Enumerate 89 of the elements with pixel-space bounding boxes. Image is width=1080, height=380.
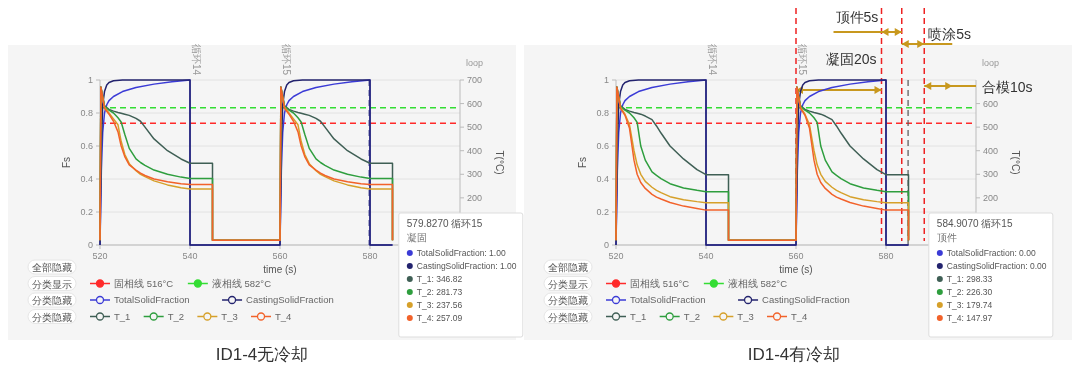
y-axis-title: Fs — [61, 156, 72, 169]
ref-line-label: 喷涂5s — [928, 26, 972, 42]
legend-label: T_2 — [167, 310, 185, 322]
y2-tick-label: 300 — [467, 169, 483, 180]
text: T_3: 237.56 — [416, 300, 463, 310]
y-axis-title: Fs — [577, 156, 588, 169]
legend-label: CastingSolidFraction — [762, 294, 850, 305]
x-tick-label: 560 — [788, 251, 804, 261]
y-tick-label: 0.2 — [596, 207, 609, 217]
legend-label: 固相线 516°C — [630, 277, 690, 289]
ref-line-label: 顶件5s — [835, 9, 879, 25]
x-tick-label: 540 — [182, 251, 198, 261]
y2-tick-label: 200 — [983, 192, 999, 203]
y-tick-label: 0.6 — [596, 141, 609, 151]
text: T_1: 346.82 — [416, 274, 463, 284]
legend-label: T_3 — [221, 310, 238, 322]
y2-tick-label: 300 — [983, 169, 999, 180]
text: CastingSolidFraction: 0.00 — [946, 261, 1047, 271]
text: 循环14 — [191, 44, 202, 76]
text: TotalSolidFraction: 0.00 — [946, 248, 1036, 258]
legend-label: 液相线 582°C — [211, 277, 272, 289]
y2-tick-label: 400 — [983, 145, 999, 156]
y-tick-label: 0 — [603, 240, 609, 250]
toggle-button: 全部隐藏 — [543, 259, 593, 275]
y2-tick-label: 600 — [983, 98, 999, 109]
y-tick-label: 1 — [87, 75, 93, 85]
legend-label: T_3 — [737, 310, 754, 322]
legend-label: T_1 — [114, 310, 131, 322]
text: 循环15 — [281, 44, 292, 76]
text: loop — [982, 58, 1000, 68]
legend-label: TotalSolidFraction — [114, 294, 190, 305]
legend-label: 固相线 516°C — [114, 277, 174, 289]
text: ID1-4有冷却 — [747, 345, 841, 364]
text: T_1: 298.33 — [946, 274, 993, 284]
text: T_3: 179.74 — [946, 300, 993, 310]
annotation: 584.9070 循环15 — [936, 218, 1013, 229]
annotation: 顶件 — [936, 232, 957, 243]
legend-label: TotalSolidFraction — [630, 294, 706, 305]
y-tick-label: 0.4 — [80, 174, 93, 184]
toggle-button: 全部隐藏 — [27, 259, 77, 275]
y2-tick-label: 200 — [467, 192, 483, 203]
toggle-button: 分类隐藏 — [27, 309, 77, 324]
x-tick-label: 520 — [92, 251, 108, 261]
y-tick-label: 0.4 — [596, 174, 609, 184]
x-tick-label: 520 — [608, 251, 624, 261]
y2-axis-title: T(°C) — [1010, 150, 1021, 175]
y2-tick-label: 600 — [467, 98, 483, 109]
annotation: 579.8270 循环15 — [406, 218, 483, 229]
y-tick-label: 0.2 — [80, 207, 93, 217]
toggle-button: 分类显示 — [543, 276, 593, 291]
text: loop — [466, 58, 484, 68]
legend-label: T_2 — [683, 310, 701, 322]
legend-label: T_1 — [630, 310, 647, 322]
legend-label: 液相线 582°C — [727, 277, 788, 289]
x-tick-label: 540 — [698, 251, 714, 261]
toggle-button: 分类隐藏 — [543, 309, 593, 324]
y2-tick-label: 500 — [983, 122, 999, 133]
toggle-button: 分类隐藏 — [27, 292, 77, 308]
legend-label: CastingSolidFraction — [246, 294, 334, 305]
text: T_4: 257.09 — [416, 313, 463, 323]
text: 循环15 — [797, 44, 808, 76]
text: T_2: 226.30 — [946, 287, 993, 297]
text: ID1-4无冷却 — [215, 345, 309, 364]
x-axis-title: time (s) — [779, 264, 813, 275]
text: T_2: 281.73 — [416, 287, 463, 297]
x-axis-title: time (s) — [263, 264, 297, 275]
x-tick-label: 580 — [878, 251, 894, 261]
y-tick-label: 1 — [603, 75, 609, 85]
y-tick-label: 0.8 — [80, 108, 93, 118]
text: CastingSolidFraction: 1.00 — [416, 261, 517, 271]
annotation: 凝固 — [406, 232, 427, 243]
ref-line-label: 合模10s — [982, 79, 1033, 95]
y2-tick-label: 700 — [467, 75, 483, 85]
y2-tick-label: 500 — [467, 122, 483, 133]
y-tick-label: 0.6 — [80, 141, 93, 151]
toggle-button: 分类显示 — [27, 276, 77, 291]
legend-label: T_4 — [275, 310, 292, 322]
toggle-button: 分类隐藏 — [543, 292, 593, 308]
text: T_4: 147.97 — [946, 313, 993, 323]
x-tick-label: 560 — [272, 251, 288, 261]
x-tick-label: 580 — [362, 251, 378, 261]
y-tick-label: 0.8 — [596, 108, 609, 118]
text: TotalSolidFraction: 1.00 — [416, 248, 506, 258]
y2-axis-title: T(°C) — [494, 150, 505, 175]
y2-tick-label: 400 — [467, 145, 483, 156]
legend-label: T_4 — [791, 310, 808, 322]
text: 循环14 — [707, 44, 718, 76]
ref-line-label: 凝固20s — [826, 51, 877, 67]
y-tick-label: 0 — [87, 240, 93, 250]
